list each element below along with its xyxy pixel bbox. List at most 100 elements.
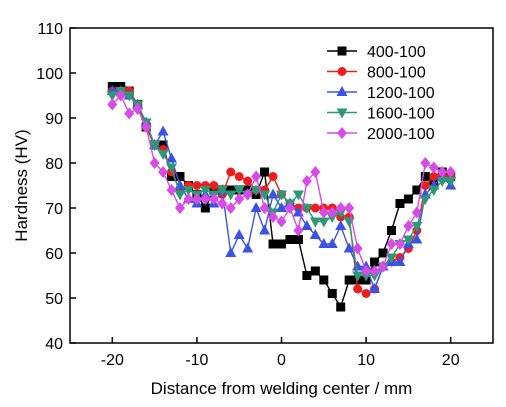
data-point xyxy=(268,172,278,181)
data-point xyxy=(268,211,279,223)
data-point xyxy=(166,152,178,163)
data-point xyxy=(369,283,381,293)
data-point xyxy=(158,166,169,178)
data-point xyxy=(200,193,211,205)
data-point xyxy=(301,204,313,214)
data-point xyxy=(326,238,338,248)
data-point xyxy=(233,229,245,239)
data-point xyxy=(428,186,440,196)
data-point xyxy=(174,190,186,201)
y-tick-label: 70 xyxy=(45,201,63,218)
data-point xyxy=(344,202,355,214)
data-point xyxy=(208,193,219,205)
data-point xyxy=(225,190,237,201)
data-point xyxy=(233,186,245,196)
legend-label: 1200-100 xyxy=(367,85,435,102)
data-point xyxy=(318,206,329,219)
y-tick-label: 60 xyxy=(45,246,63,263)
data-point xyxy=(234,193,245,205)
data-point xyxy=(369,265,380,277)
data-point xyxy=(343,242,355,253)
legend-label: 1600-100 xyxy=(367,106,435,123)
data-point xyxy=(420,181,430,190)
plot-area xyxy=(106,82,457,312)
x-axis-title: Distance from welding center / mm xyxy=(151,379,413,398)
data-point xyxy=(318,217,330,228)
data-point xyxy=(411,206,422,219)
data-point xyxy=(310,266,320,276)
data-point xyxy=(107,98,118,111)
legend-item: 2000-100 xyxy=(327,126,435,143)
data-point xyxy=(310,166,321,178)
data-point xyxy=(344,275,354,285)
data-point xyxy=(132,103,143,115)
data-point xyxy=(335,220,347,230)
y-axis-title: Hardness (HV) xyxy=(12,129,31,241)
x-tick-label: -20 xyxy=(101,352,124,369)
data-point xyxy=(445,166,456,178)
data-point xyxy=(276,215,287,228)
data-point xyxy=(175,172,185,181)
data-point xyxy=(259,224,271,235)
data-point xyxy=(259,202,270,214)
legend-marker xyxy=(337,127,347,139)
legend-label: 800-100 xyxy=(367,65,426,82)
data-point xyxy=(251,170,262,183)
data-point xyxy=(123,91,135,102)
data-point xyxy=(226,167,236,177)
data-point xyxy=(260,167,270,177)
data-point xyxy=(352,260,364,271)
data-point xyxy=(174,202,185,214)
y-tick-label: 80 xyxy=(45,156,63,173)
data-point xyxy=(309,229,321,239)
data-point xyxy=(199,186,211,196)
legend-item: 1200-100 xyxy=(327,85,435,102)
data-point xyxy=(183,193,194,205)
data-point xyxy=(429,172,439,181)
data-point xyxy=(259,190,271,201)
data-point xyxy=(310,203,320,213)
data-point xyxy=(216,186,228,196)
data-point xyxy=(395,199,405,208)
data-point xyxy=(352,242,363,255)
data-point xyxy=(157,125,169,136)
data-point xyxy=(268,239,278,249)
data-point xyxy=(166,184,177,196)
legend-marker xyxy=(337,67,347,76)
data-point xyxy=(276,190,287,201)
data-point xyxy=(225,247,237,257)
data-point xyxy=(385,253,397,264)
data-point xyxy=(293,224,304,237)
data-point xyxy=(394,238,405,250)
data-point xyxy=(250,202,262,212)
y-tick-label: 110 xyxy=(37,21,63,38)
data-point xyxy=(420,172,430,181)
data-point xyxy=(217,197,228,210)
y-tick-label: 50 xyxy=(45,291,63,308)
x-tick-label: -10 xyxy=(185,352,208,369)
data-point xyxy=(292,190,304,201)
data-point xyxy=(285,235,295,244)
data-point xyxy=(353,284,363,294)
axes: -20 -10 0 10 20 40 50 60 70 80 90 100 110 xyxy=(36,21,494,369)
data-point xyxy=(394,256,406,266)
data-point xyxy=(336,302,346,312)
data-point xyxy=(284,202,295,214)
legend-marker xyxy=(336,108,348,119)
data-point xyxy=(420,157,431,169)
data-point xyxy=(403,220,414,232)
series-2000-100 xyxy=(107,89,456,277)
data-point xyxy=(225,202,236,214)
data-point xyxy=(124,107,135,120)
data-point xyxy=(335,202,346,214)
x-tick-label: 0 xyxy=(277,352,286,369)
legend-label: 2000-100 xyxy=(367,126,435,143)
x-tick-label: 20 xyxy=(442,352,460,369)
data-point xyxy=(309,217,321,228)
data-point xyxy=(318,238,330,248)
data-point xyxy=(106,91,118,102)
data-point xyxy=(437,166,448,178)
data-point xyxy=(267,188,279,199)
data-point xyxy=(182,186,194,196)
